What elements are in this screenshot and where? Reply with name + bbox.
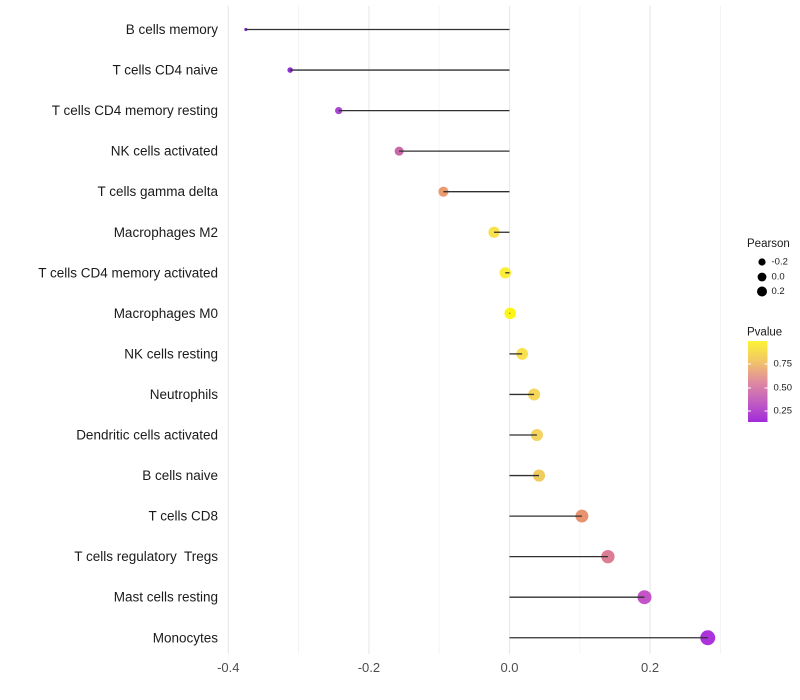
lollipop-dot [637,590,652,605]
category-label: B cells naive [142,468,218,483]
category-label: T cells gamma delta [97,184,218,199]
category-label: T cells CD4 memory activated [38,265,218,280]
category-label: Mast cells resting [114,590,218,605]
category-label: B cells memory [126,22,219,37]
legend-size-label: 0.2 [772,286,785,297]
x-tick-label: -0.2 [358,660,380,675]
gridlines-group [227,6,721,654]
x-tick-label: 0.0 [500,660,518,675]
category-label: Neutrophils [150,387,219,402]
legend-pearson-size: Pearson -0.2 0.0 0.2 [747,238,790,297]
x-tick-label: 0.2 [641,660,659,675]
legend-size-label: -0.2 [772,257,788,268]
lollipop-dot [516,348,529,360]
x-axis-labels-group: -0.4 -0.2 0.0 0.2 [217,660,659,675]
legend-size-label: 0.0 [772,272,785,283]
category-label: T cells CD4 memory resting [52,103,218,118]
category-label: NK cells resting [124,346,218,361]
category-label: T cells regulatory Tregs [74,549,218,564]
category-label: NK cells activated [111,144,218,159]
lollipop-stems-group [245,28,708,639]
y-axis-labels-group: B cells memory T cells CD4 naive T cells C… [38,22,218,645]
legend-color-title: Pvalue [747,327,782,339]
category-label: Macrophages M2 [114,225,218,240]
legend-size-dot [757,272,767,282]
legend-color-tick-label: 0.75 [774,359,793,370]
category-label: T cells CD4 naive [112,63,218,78]
legend-color-tick-label: 0.25 [774,405,793,416]
legend-size-dot [757,286,767,297]
category-label: Macrophages M0 [114,306,218,321]
legend-size-dot [758,258,766,266]
legend-size-title: Pearson [747,238,790,250]
x-tick-label: -0.4 [217,660,239,675]
category-label: Dendritic cells activated [76,428,218,443]
legend-color-tick-label: 0.50 [774,382,793,393]
legend-colorbar [748,341,768,422]
category-label: Monocytes [153,630,219,645]
legend-pvalue-color: Pvalue 0.75 0.50 0.25 [747,327,793,422]
category-label: T cells CD8 [148,509,218,524]
